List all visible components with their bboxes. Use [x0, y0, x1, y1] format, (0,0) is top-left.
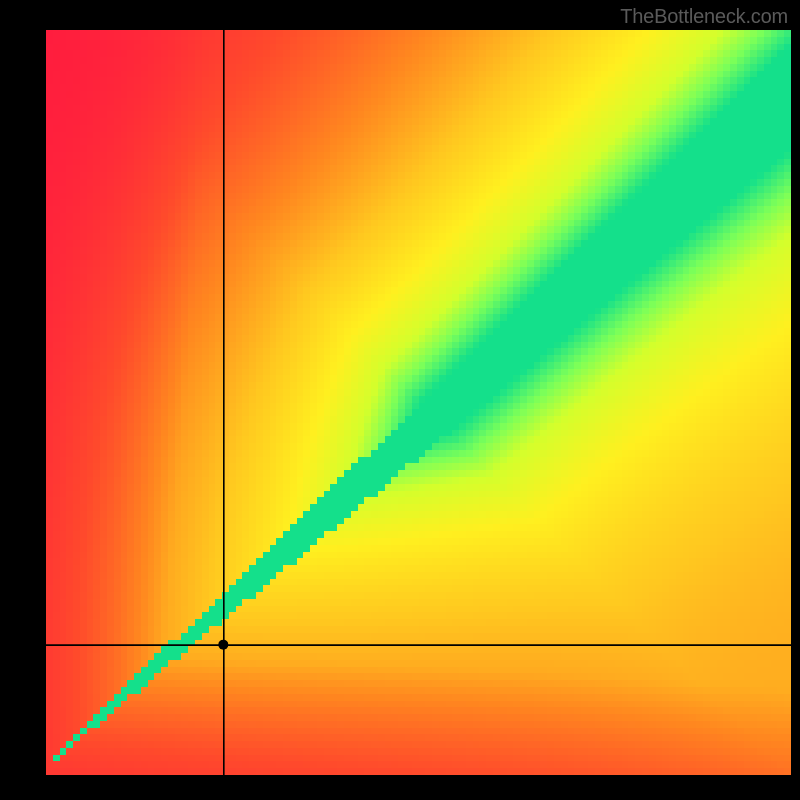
watermark-text: TheBottleneck.com — [620, 6, 788, 29]
chart-container: TheBottleneck.com — [0, 0, 800, 800]
heatmap-plot — [46, 30, 791, 775]
